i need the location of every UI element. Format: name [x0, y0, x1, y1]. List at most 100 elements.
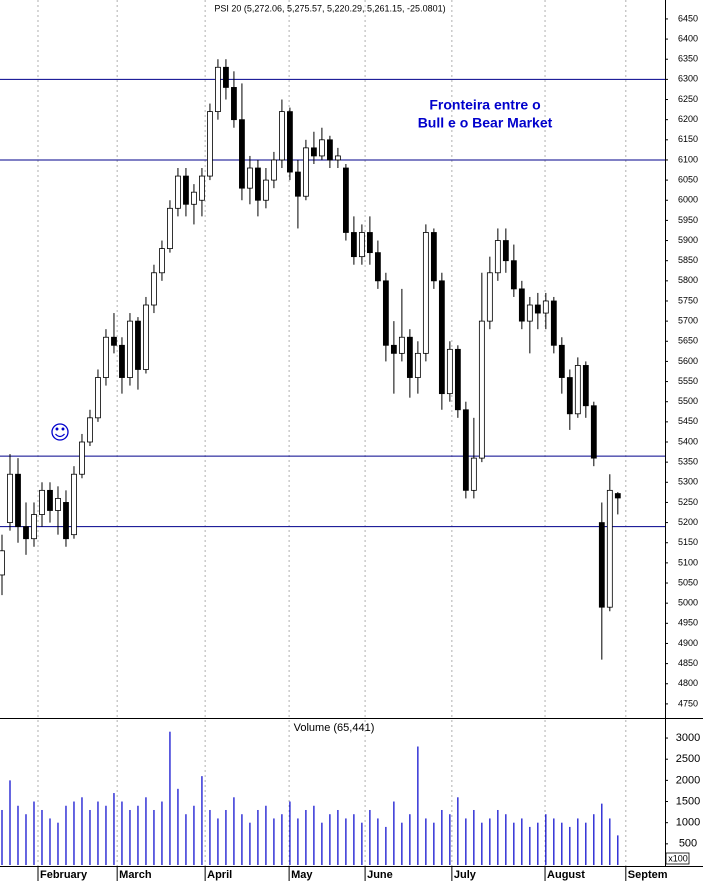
volume-bar: [313, 805, 315, 865]
volume-bar: [401, 822, 403, 865]
candle-body: [311, 147, 317, 157]
volume-bar: [585, 822, 587, 865]
candle-body: [327, 139, 333, 161]
volume-bar: [481, 822, 483, 865]
candle-body: [350, 232, 357, 258]
volume-bar: [569, 826, 571, 865]
x-tick-label: July: [454, 869, 477, 881]
volume-bar: [521, 818, 523, 865]
volume-bar: [137, 805, 139, 865]
y-tick-label: 6050: [678, 174, 698, 184]
candle-body: [510, 260, 517, 290]
volume-bar: [121, 801, 123, 865]
y-tick-label: 6300: [678, 74, 698, 84]
candle-body: [0, 550, 5, 576]
volume-bar: [473, 809, 475, 865]
grid: [37, 0, 627, 866]
candle-body: [494, 240, 501, 274]
volume-bar: [145, 797, 147, 865]
y-tick-label: 5300: [678, 477, 698, 487]
candle-body: [542, 300, 549, 314]
candle-body: [191, 191, 197, 205]
candle-body: [502, 240, 509, 262]
volume-bar: [449, 814, 451, 865]
candle-body: [199, 175, 205, 201]
volume-bar: [537, 822, 539, 865]
volume-bar: [89, 809, 91, 865]
candle-body: [215, 66, 221, 113]
volume-bar: [9, 780, 11, 865]
candle-body: [518, 288, 525, 322]
candle-body: [239, 119, 245, 189]
x-tick-label: June: [367, 869, 393, 881]
volume-bar: [153, 809, 155, 865]
volume-bar: [41, 809, 43, 865]
y-tick-label: 4900: [678, 638, 698, 648]
candle-body: [71, 473, 77, 536]
candle-body: [374, 252, 381, 282]
volume-bar: [105, 805, 107, 865]
candle-body: [342, 167, 349, 233]
candle-body: [263, 179, 269, 201]
y-tick-label: 2000: [676, 774, 700, 786]
candle-body: [295, 171, 301, 197]
candle-body: [358, 232, 365, 258]
y-tick-label: 5450: [678, 416, 698, 426]
volume-bar: [81, 797, 83, 865]
candle-body: [422, 232, 429, 354]
candle-body: [438, 280, 445, 395]
candle-body: [271, 159, 277, 181]
y-tick-label: 500: [679, 838, 697, 850]
candle-body: [23, 526, 29, 540]
y-tick-label: 5150: [678, 537, 698, 547]
y-tick-label: 5900: [678, 235, 698, 245]
candle-body: [582, 365, 589, 407]
candle-body: [334, 155, 341, 161]
candle-body: [7, 473, 13, 523]
volume-bar: [441, 809, 443, 865]
volume-bar: [209, 809, 211, 865]
candle-body: [207, 111, 213, 177]
candle-body: [462, 409, 469, 491]
volume-bar: [345, 818, 347, 865]
volume-bar: [193, 805, 195, 865]
y-tick-label: 6150: [678, 134, 698, 144]
y-tick-label: 5650: [678, 336, 698, 346]
candle-body: [414, 352, 421, 378]
y-tick-label: 4750: [678, 698, 698, 708]
volume-bar: [49, 818, 51, 865]
x-tick-label: March: [119, 869, 152, 881]
volume-bar: [321, 822, 323, 865]
candle-body: [279, 111, 285, 161]
volume-bar: [577, 818, 579, 865]
volume-bar: [433, 822, 435, 865]
volume-bar: [553, 818, 555, 865]
candle-body: [31, 514, 37, 540]
candle-body: [486, 272, 493, 322]
y-tick-label: 1500: [676, 795, 700, 807]
volume-bar: [409, 814, 411, 865]
y-tick-label: 3000: [676, 732, 700, 744]
y-tick-label: 5050: [678, 577, 698, 587]
volume-title: Volume (65,441): [294, 722, 375, 734]
volume-bar: [505, 814, 507, 865]
y-tick-label: 5600: [678, 356, 698, 366]
candle-body: [87, 417, 93, 443]
volume-bar: [25, 814, 27, 865]
annotation: Bull e o Bear Market: [418, 115, 553, 131]
y-tick-label: 4800: [678, 678, 698, 688]
volume-unit: x100: [668, 853, 688, 863]
candle-body: [127, 320, 133, 378]
candle-body: [574, 365, 581, 415]
candle-body: [558, 344, 565, 378]
y-tick-label: 6000: [678, 195, 698, 205]
candle-body: [223, 66, 229, 88]
candle-body: [39, 489, 45, 515]
volume-bar: [465, 818, 467, 865]
volume-bar: [57, 822, 59, 865]
candle-body: [15, 473, 21, 528]
candle-body: [119, 344, 125, 378]
candle-body: [55, 498, 61, 511]
candle-body: [406, 336, 413, 378]
x-tick-label: Septem: [628, 869, 668, 881]
